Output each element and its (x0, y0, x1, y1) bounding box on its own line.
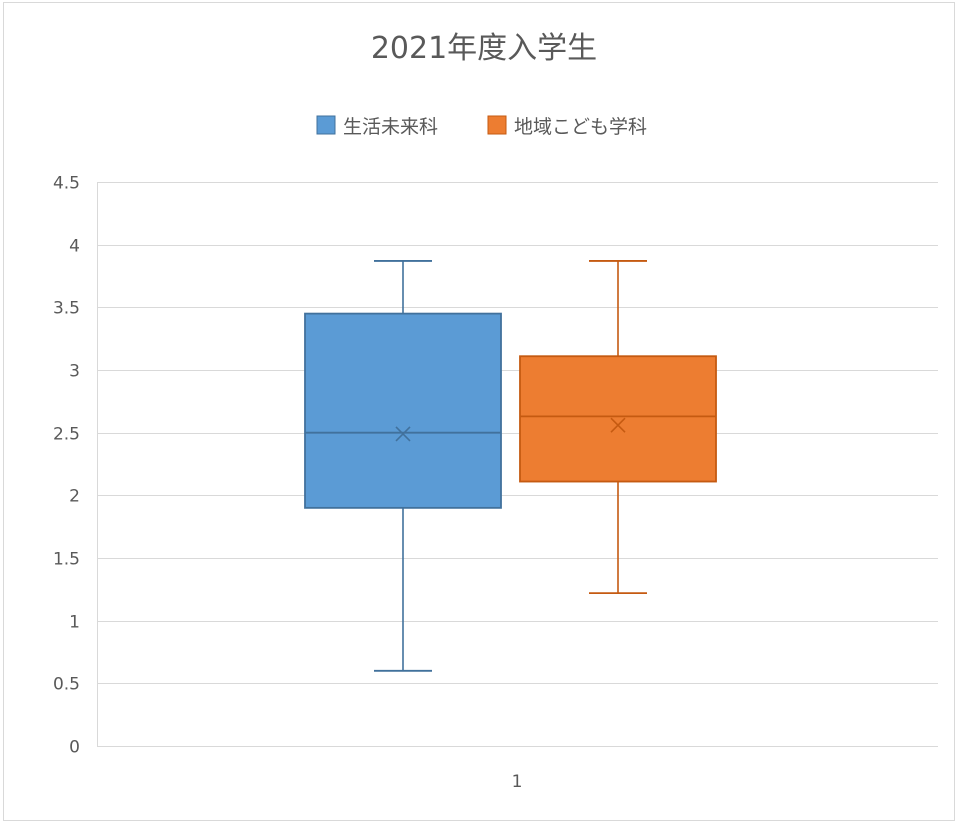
x-tick-label-0: 1 (512, 772, 523, 792)
legend-label-series-2: 地域こども学科 (514, 116, 647, 138)
plot-area (304, 260, 717, 672)
legend-label-series-1: 生活未来科 (343, 116, 438, 138)
chart-title: 2021年度入学生 (371, 31, 597, 66)
mean-marker-b-series-1 (395, 426, 411, 442)
box-series-1-body (304, 312, 502, 509)
box-series-2 (519, 260, 717, 594)
y-tick-label-6: 3 (69, 362, 80, 382)
legend: 生活未来科 地域こども学科 (316, 115, 647, 138)
grid-lines (97, 182, 938, 747)
box-series-2-body (519, 355, 717, 483)
y-tick-label-1: 0.5 (53, 675, 80, 695)
y-tick-label-4: 2 (69, 487, 80, 507)
y-tick-label-7: 3.5 (53, 299, 80, 319)
x-axis: 1 (97, 746, 938, 792)
y-tick-label-9: 4.5 (53, 174, 80, 194)
y-tick-label-0: 0 (69, 738, 80, 758)
legend-swatch-series-2 (487, 115, 507, 135)
y-tick-label-3: 1.5 (53, 550, 80, 570)
y-axis: 0 0.5 1 1.5 2 2.5 3 3.5 4 4.5 (53, 174, 98, 758)
mean-marker-b-series-2 (610, 417, 626, 433)
legend-swatch-series-1 (316, 115, 336, 135)
y-tick-label-5: 2.5 (53, 425, 80, 445)
y-tick-label-8: 4 (69, 237, 80, 257)
box-series-1 (304, 260, 502, 672)
y-tick-label-2: 1 (69, 613, 80, 633)
